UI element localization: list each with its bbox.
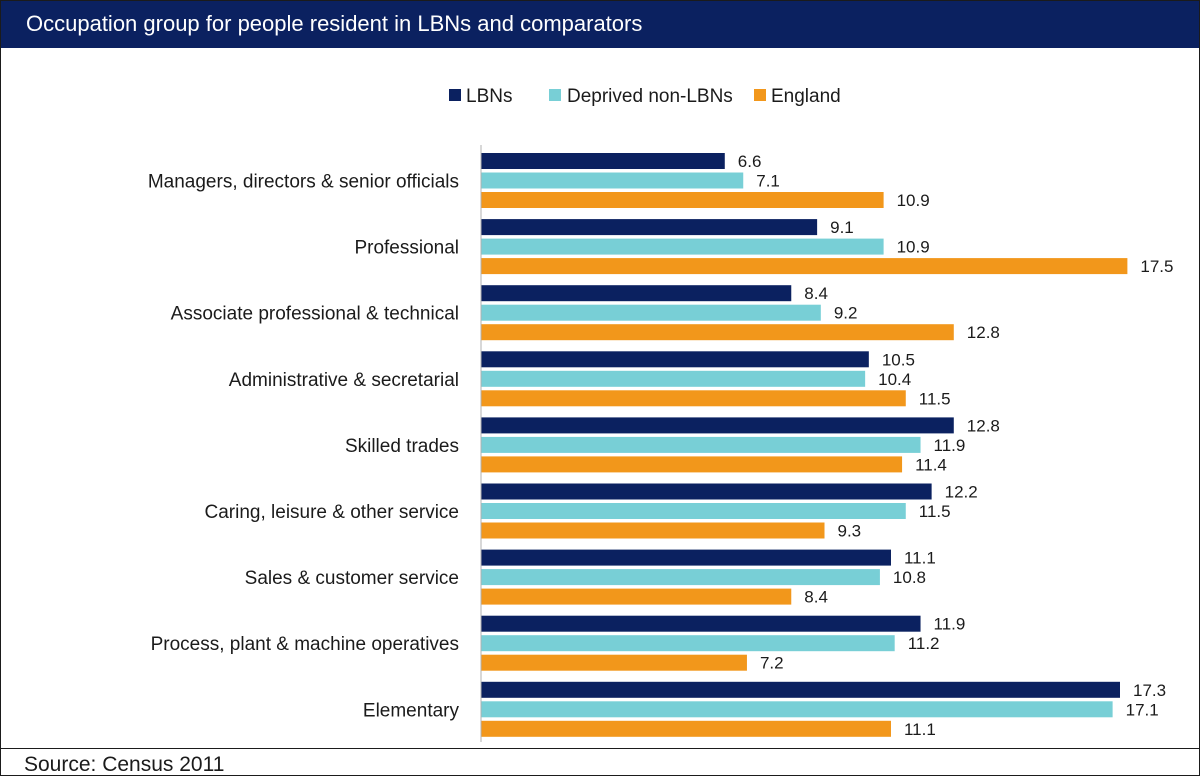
bar-deprived-non-lbns-associate-professional-and-technical (481, 304, 821, 321)
data-label-deprived-non-lbns-managers-directors-and-senior-officials: 7.1 (756, 172, 780, 191)
data-label-deprived-non-lbns-skilled-trades: 11.9 (934, 436, 966, 455)
data-label-deprived-non-lbns-process-plant-and-machine-operatives: 11.2 (908, 634, 940, 653)
legend-swatch-england (754, 89, 766, 101)
bar-deprived-non-lbns-sales-and-customer-service (481, 569, 880, 586)
data-label-lbns-associate-professional-and-technical: 8.4 (804, 284, 828, 303)
category-label-managers-directors-and-senior-officials: Managers, directors & senior officials (148, 172, 459, 193)
bar-deprived-non-lbns-caring-leisure-and-other-service (481, 503, 906, 519)
bar-england-administrative-and-secretarial (481, 390, 906, 407)
data-label-lbns-administrative-and-secretarial: 10.5 (882, 350, 915, 369)
bar-lbns-process-plant-and-machine-operatives (481, 615, 921, 632)
legend-label-lbns: LBNs (466, 86, 512, 107)
bar-england-elementary (481, 720, 891, 737)
data-label-england-managers-directors-and-senior-officials: 10.9 (897, 191, 930, 210)
data-label-deprived-non-lbns-caring-leisure-and-other-service: 11.5 (919, 502, 951, 521)
bar-deprived-non-lbns-skilled-trades (481, 436, 921, 453)
data-label-england-skilled-trades: 11.4 (915, 455, 947, 474)
legend-label-england: England (771, 86, 841, 107)
data-label-deprived-non-lbns-associate-professional-and-technical: 9.2 (834, 304, 858, 323)
bar-lbns-sales-and-customer-service (481, 549, 891, 566)
source-divider (1, 748, 1199, 749)
bar-england-associate-professional-and-technical (481, 324, 954, 341)
bar-deprived-non-lbns-administrative-and-secretarial (481, 370, 866, 387)
bar-england-process-plant-and-machine-operatives (481, 654, 747, 671)
bar-england-skilled-trades (481, 456, 903, 473)
data-label-lbns-sales-and-customer-service: 11.1 (904, 549, 936, 568)
data-label-deprived-non-lbns-administrative-and-secretarial: 10.4 (878, 370, 911, 389)
data-label-lbns-managers-directors-and-senior-officials: 6.6 (738, 152, 762, 171)
bar-lbns-associate-professional-and-technical (481, 285, 792, 302)
category-label-administrative-and-secretarial: Administrative & secretarial (229, 370, 459, 391)
category-label-associate-professional-and-technical: Associate professional & technical (171, 304, 459, 325)
data-label-england-administrative-and-secretarial: 11.5 (919, 389, 951, 408)
bar-lbns-skilled-trades (481, 417, 954, 434)
data-label-deprived-non-lbns-elementary: 17.1 (1126, 700, 1159, 719)
chart-title: Occupation group for people resident in … (26, 11, 643, 36)
bar-england-caring-leisure-and-other-service (481, 522, 825, 539)
category-label-professional: Professional (354, 238, 459, 259)
data-label-lbns-professional: 9.1 (830, 218, 854, 237)
category-label-sales-and-customer-service: Sales & customer service (245, 568, 459, 589)
data-label-england-process-plant-and-machine-operatives: 7.2 (760, 654, 784, 673)
bar-deprived-non-lbns-managers-directors-and-senior-officials (481, 172, 744, 189)
source-note: Source: Census 2011 (24, 753, 225, 776)
data-label-england-caring-leisure-and-other-service: 9.3 (838, 522, 862, 541)
bar-lbns-professional (481, 219, 818, 236)
title-bar: Occupation group for people resident in … (1, 1, 1199, 48)
bar-lbns-administrative-and-secretarial (481, 351, 869, 368)
data-label-england-sales-and-customer-service: 8.4 (804, 588, 828, 607)
data-label-lbns-skilled-trades: 12.8 (967, 416, 1000, 435)
bar-england-professional (481, 258, 1128, 275)
data-label-england-professional: 17.5 (1140, 257, 1173, 276)
data-label-deprived-non-lbns-sales-and-customer-service: 10.8 (893, 568, 926, 587)
data-label-england-elementary: 11.1 (904, 720, 936, 739)
data-label-deprived-non-lbns-professional: 10.9 (897, 238, 930, 257)
legend-swatch-deprived-non-lbns (549, 89, 561, 101)
data-label-lbns-process-plant-and-machine-operatives: 11.9 (934, 615, 966, 634)
category-label-process-plant-and-machine-operatives: Process, plant & machine operatives (151, 634, 459, 655)
legend-swatch-lbns (449, 89, 461, 101)
category-label-elementary: Elementary (363, 700, 460, 721)
bar-deprived-non-lbns-process-plant-and-machine-operatives (481, 635, 895, 652)
data-label-lbns-caring-leisure-and-other-service: 12.2 (945, 483, 978, 502)
bar-deprived-non-lbns-elementary (481, 701, 1113, 718)
bar-deprived-non-lbns-professional (481, 238, 884, 255)
bar-england-sales-and-customer-service (481, 588, 792, 605)
data-label-lbns-elementary: 17.3 (1133, 681, 1166, 700)
category-label-caring-leisure-and-other-service: Caring, leisure & other service (205, 502, 460, 523)
legend-label-deprived-non-lbns: Deprived non-LBNs (567, 86, 733, 107)
bar-lbns-managers-directors-and-senior-officials (481, 153, 725, 169)
bar-england-managers-directors-and-senior-officials (481, 192, 884, 208)
bar-lbns-elementary (481, 681, 1120, 698)
category-label-skilled-trades: Skilled trades (345, 436, 459, 457)
bar-lbns-caring-leisure-and-other-service (481, 483, 932, 500)
data-label-england-associate-professional-and-technical: 12.8 (967, 323, 1000, 342)
